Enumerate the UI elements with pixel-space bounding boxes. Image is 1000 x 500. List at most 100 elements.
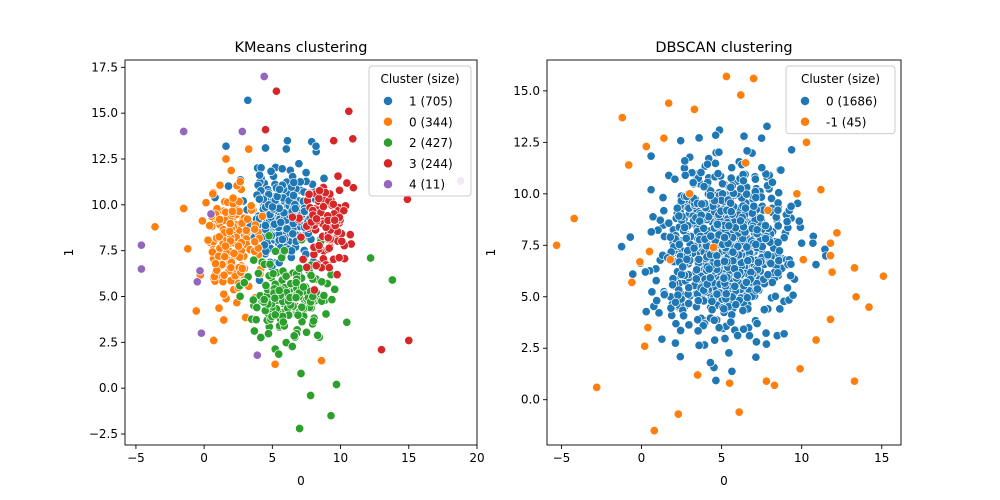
points-layer	[552, 71, 888, 436]
data-point	[646, 151, 656, 161]
series-3-points	[260, 86, 414, 355]
data-point	[779, 233, 789, 243]
y-axis-label: 1	[62, 249, 76, 257]
x-tick-label: −5	[553, 451, 571, 465]
data-point	[328, 199, 338, 209]
data-point	[317, 277, 327, 287]
data-point	[665, 232, 675, 242]
data-point	[309, 285, 319, 295]
data-point	[552, 240, 562, 250]
data-point	[714, 147, 724, 157]
data-point	[680, 222, 690, 233]
data-point	[766, 193, 777, 204]
data-point	[735, 216, 746, 226]
data-point	[179, 126, 189, 137]
data-point	[767, 177, 777, 187]
data-point	[221, 241, 231, 251]
data-point	[787, 145, 797, 155]
data-point	[849, 376, 860, 386]
data-point	[226, 165, 236, 176]
data-point	[652, 296, 662, 306]
kmeans-panel: −5 0 5 10 15 20−2.50.02.55.07.510.012.515.017…	[62, 40, 485, 488]
data-point	[751, 352, 761, 362]
data-point	[223, 181, 234, 191]
data-point	[680, 156, 690, 166]
legend-marker	[383, 116, 393, 127]
data-point	[270, 246, 281, 256]
data-point	[277, 234, 287, 245]
data-point	[250, 224, 260, 234]
data-point	[755, 213, 766, 223]
data-point	[641, 141, 651, 152]
data-point	[229, 248, 239, 258]
data-point	[786, 259, 796, 269]
data-point	[794, 216, 804, 226]
data-point	[759, 305, 769, 315]
data-point	[270, 293, 280, 303]
data-point	[726, 173, 736, 183]
data-point	[724, 221, 734, 231]
data-point	[201, 198, 211, 208]
data-point	[773, 268, 783, 278]
data-point	[249, 326, 259, 336]
data-point	[680, 170, 690, 180]
data-point	[318, 202, 328, 212]
data-point	[321, 309, 331, 319]
data-point	[775, 304, 785, 314]
data-point	[227, 206, 237, 216]
data-point	[306, 390, 316, 401]
data-point	[260, 143, 271, 153]
data-point	[311, 261, 321, 271]
data-point	[681, 233, 691, 243]
data-point	[685, 189, 695, 199]
data-point	[281, 271, 291, 281]
data-point	[348, 134, 358, 144]
data-point	[750, 174, 760, 184]
data-point	[644, 246, 655, 257]
legend-label: 4 (11)	[409, 178, 445, 192]
data-point	[725, 378, 735, 388]
data-point	[282, 136, 292, 146]
legend: Cluster (size) 0 (1686) -1 (45)	[785, 65, 896, 135]
data-point	[695, 216, 705, 226]
data-point	[221, 154, 231, 164]
data-point	[274, 285, 284, 295]
legend-marker	[383, 158, 393, 169]
data-point	[646, 185, 656, 195]
data-point	[179, 203, 189, 214]
chart-title: KMeans clustering	[235, 40, 368, 56]
data-point	[751, 192, 761, 203]
data-point	[337, 236, 347, 246]
data-point	[297, 317, 307, 327]
legend-title: Cluster (size)	[801, 72, 880, 86]
data-point	[643, 323, 653, 333]
data-point	[196, 328, 206, 338]
data-point	[774, 256, 784, 266]
data-point	[313, 330, 323, 340]
data-point	[773, 205, 783, 215]
data-point	[699, 182, 709, 192]
series-1-points	[552, 71, 888, 436]
data-point	[670, 174, 680, 184]
data-point	[253, 268, 263, 278]
data-point	[851, 292, 861, 302]
data-point	[225, 226, 235, 237]
data-point	[696, 167, 706, 178]
data-point	[654, 308, 664, 318]
data-point	[694, 340, 704, 350]
data-point	[228, 193, 238, 203]
data-point	[693, 370, 703, 380]
data-point	[319, 173, 329, 183]
data-point	[260, 220, 270, 231]
data-point	[270, 359, 280, 369]
x-tick-label: 15	[874, 451, 889, 465]
data-point	[289, 177, 299, 188]
data-point	[719, 256, 730, 266]
data-point	[664, 218, 674, 228]
data-point	[684, 320, 694, 330]
data-point	[761, 328, 771, 338]
series-2-points	[235, 231, 397, 434]
data-point	[801, 137, 812, 147]
series-1-points	[150, 144, 327, 369]
